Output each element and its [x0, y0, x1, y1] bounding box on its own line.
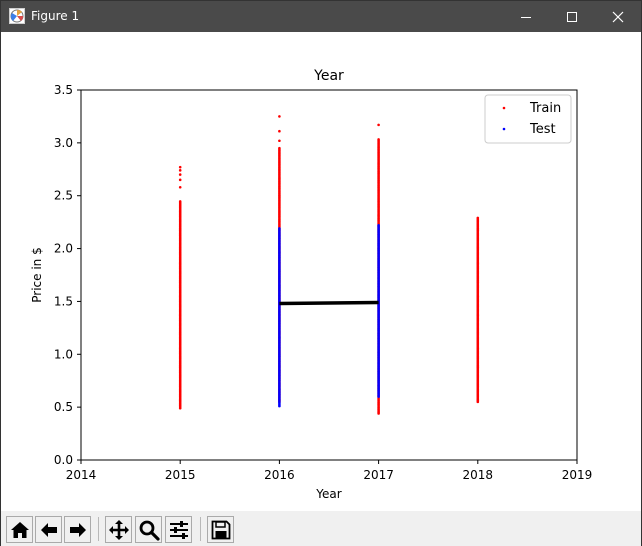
maximize-button[interactable] [549, 1, 595, 32]
x-tick-label: 2019 [562, 468, 593, 482]
y-tick-label: 3.5 [54, 83, 73, 97]
scatter-point-train [476, 216, 480, 220]
zoom-button[interactable] [135, 516, 162, 543]
legend-test-label: Test [529, 122, 556, 137]
scatter-chart: Year 2014 2015 2016 2017 2018 2019 0.0 0.5 1.0 1… [30, 68, 593, 501]
minimize-icon [521, 16, 531, 18]
legend-box [484, 94, 572, 144]
configure-subplots-button[interactable] [165, 516, 192, 543]
y-tick-label: 2.5 [54, 189, 73, 203]
scatter-point-train [377, 123, 380, 127]
x-tick-label: 2014 [66, 468, 97, 482]
legend-train-label: Train [529, 101, 561, 116]
toolbar-separator [98, 517, 99, 541]
matplotlib-figure-icon [9, 8, 25, 24]
regression-line [279, 300, 379, 306]
scatter-point-train [278, 139, 281, 143]
window-title: Figure 1 [31, 9, 80, 23]
title-bar[interactable]: Figure 1 [1, 1, 641, 32]
arrow-left-icon [40, 522, 57, 537]
scatter-point-test [377, 224, 380, 227]
legend-test-marker [502, 127, 506, 131]
minimize-button[interactable] [503, 1, 549, 32]
scatter-point-train [178, 165, 182, 169]
y-tick-label: 1.5 [54, 294, 73, 308]
toolbar-separator [200, 517, 201, 541]
close-icon [612, 11, 624, 22]
y-axis: 0.0 0.5 1.0 1.5 2.0 2.5 3.0 3.5 [54, 83, 81, 467]
x-tick-label: 2017 [363, 468, 394, 482]
magnifier-icon [139, 520, 160, 541]
x-axis: 2014 2015 2016 2017 2018 2019 [66, 460, 593, 482]
forward-button[interactable] [64, 516, 91, 543]
legend-train-marker [502, 106, 506, 110]
plot-area-frame [80, 89, 578, 461]
scatter-point-train [178, 178, 182, 182]
x-tick-label: 2015 [165, 468, 196, 482]
x-axis-label: Year [315, 487, 341, 501]
y-tick-label: 0.5 [54, 400, 73, 414]
navigation-toolbar [1, 511, 641, 546]
y-axis-label: Price in $ [30, 247, 44, 302]
close-button[interactable] [595, 1, 641, 32]
home-button[interactable] [6, 516, 33, 543]
chart-title: Year [313, 68, 344, 84]
scatter-point-train [178, 200, 182, 203]
floppy-disk-icon [211, 520, 230, 539]
scatter-point-train [278, 146, 281, 150]
back-button[interactable] [35, 516, 62, 543]
scatter-point-test [278, 227, 281, 230]
scatter-point-train [278, 115, 281, 118]
figure-canvas[interactable]: Year 2014 2015 2016 2017 2018 2019 0.0 0.5 1.0 1… [1, 32, 641, 511]
arrow-right-icon [69, 522, 86, 537]
sliders-icon [169, 520, 188, 539]
scatter-point-train [377, 138, 380, 141]
legend: Train Test [484, 94, 572, 144]
scatter-point-train [178, 173, 182, 176]
move-arrows-icon [108, 519, 129, 540]
scatter-point-train [278, 129, 281, 133]
maximize-icon [567, 11, 577, 22]
home-icon [10, 521, 29, 538]
y-tick-label: 3.0 [54, 136, 73, 150]
x-tick-label: 2016 [264, 468, 295, 482]
chart-marks [178, 115, 480, 415]
x-tick-label: 2018 [463, 468, 494, 482]
scatter-point-train [178, 169, 182, 172]
y-tick-label: 2.0 [54, 242, 73, 256]
save-button[interactable] [207, 516, 234, 543]
scatter-point-train [178, 185, 182, 189]
y-tick-label: 0.0 [54, 453, 73, 467]
pan-button[interactable] [105, 516, 132, 543]
y-tick-label: 1.0 [54, 347, 73, 361]
